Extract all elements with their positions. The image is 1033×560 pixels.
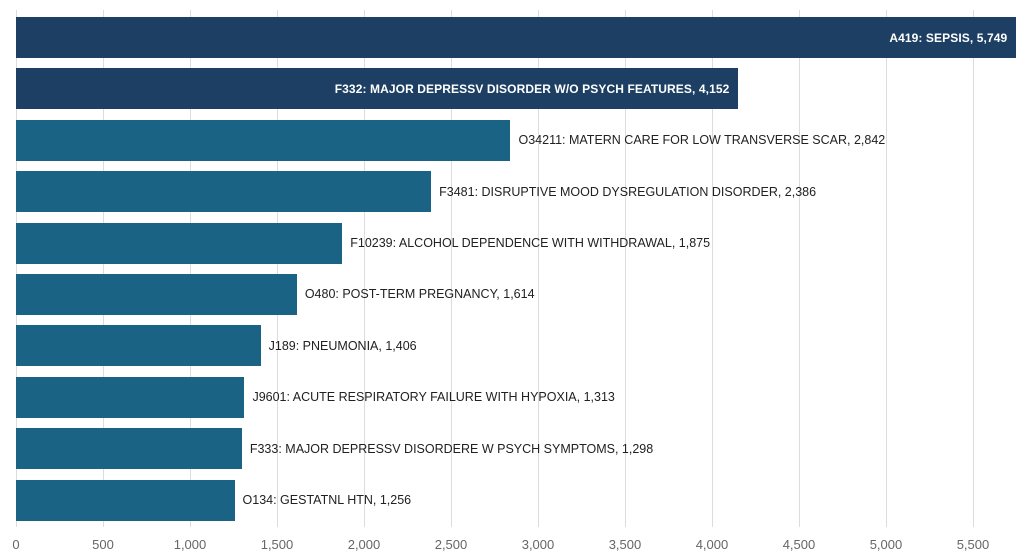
bar-J189[interactable] bbox=[16, 325, 261, 367]
bar-label: O34211: MATERN CARE FOR LOW TRANSVERSE S… bbox=[518, 133, 886, 148]
bar-F3481[interactable] bbox=[16, 171, 432, 213]
x-axis-tick-label: 2,000 bbox=[347, 537, 381, 552]
bar-row: J9601: ACUTE RESPIRATORY FAILURE WITH HY… bbox=[16, 376, 1033, 418]
bar-row: A419: SEPSIS, 5,749 bbox=[16, 17, 1033, 58]
bar-J9601[interactable] bbox=[16, 376, 245, 418]
x-axis-tick-label: 1,500 bbox=[260, 537, 294, 552]
gridlines bbox=[16, 10, 1033, 527]
bar-O134[interactable] bbox=[16, 479, 235, 521]
gridline bbox=[16, 10, 17, 527]
bar-label: A419: SEPSIS, 5,749 bbox=[889, 30, 1008, 45]
x-axis: 0 500 1,000 1,500 2,000 2,500 3,000 3,500 4,000 4… bbox=[12, 537, 1033, 555]
bar-label: F3481: DISRUPTIVE MOOD DYSREGULATION DIS… bbox=[439, 184, 817, 199]
bar-O34211[interactable] bbox=[16, 119, 511, 161]
x-axis-tick-label: 0 bbox=[12, 537, 20, 552]
gridline bbox=[798, 10, 800, 527]
x-axis-tick-label: 4,000 bbox=[695, 537, 729, 552]
bar-row: O480: POST-TERM PREGNANCY, 1,614 bbox=[16, 273, 1033, 315]
bar-row: O34211: MATERN CARE FOR LOW TRANSVERSE S… bbox=[16, 119, 1033, 161]
bar-F332[interactable]: F332: MAJOR DEPRESSV DISORDER W/O PSYCH … bbox=[16, 68, 739, 110]
x-axis-tick-label: 2,500 bbox=[434, 537, 468, 552]
bar-row: O134: GESTATNL HTN, 1,256 bbox=[16, 479, 1033, 521]
bar-F10239[interactable] bbox=[16, 222, 343, 264]
gridline bbox=[189, 10, 191, 527]
gridline bbox=[102, 10, 104, 527]
bar-F333[interactable] bbox=[16, 428, 242, 470]
bar-row: F332: MAJOR DEPRESSV DISORDER W/O PSYCH … bbox=[16, 68, 1033, 110]
bar-label: J189: PNEUMONIA, 1,406 bbox=[268, 338, 417, 353]
bar-label: O480: POST-TERM PREGNANCY, 1,614 bbox=[304, 287, 535, 302]
bar-row: F333: MAJOR DEPRESSV DISORDERE W PSYCH S… bbox=[16, 428, 1033, 470]
x-axis-tick-label: 1,000 bbox=[173, 537, 207, 552]
x-axis-tick-label: 5,000 bbox=[869, 537, 903, 552]
x-axis-tick-label: 3,500 bbox=[608, 537, 642, 552]
bar-row: J189: PNEUMONIA, 1,406 bbox=[16, 325, 1033, 367]
bar-label: F333: MAJOR DEPRESSV DISORDERE W PSYCH S… bbox=[249, 441, 654, 456]
bar-rows: A419: SEPSIS, 5,749 F332: MAJOR DEPRESSV … bbox=[16, 10, 1033, 527]
bar-label: O134: GESTATNL HTN, 1,256 bbox=[242, 493, 412, 508]
gridline bbox=[624, 10, 626, 527]
bar-row: F10239: ALCOHOL DEPENDENCE WITH WITHDRAW… bbox=[16, 222, 1033, 264]
gridline bbox=[450, 10, 452, 527]
gridline bbox=[363, 10, 365, 527]
x-axis-tick-label: 4,500 bbox=[782, 537, 816, 552]
bar-label: F332: MAJOR DEPRESSV DISORDER W/O PSYCH … bbox=[334, 81, 730, 96]
gridline bbox=[972, 10, 974, 527]
gridline bbox=[537, 10, 539, 527]
x-axis-tick-label: 500 bbox=[92, 537, 114, 552]
bar-A419[interactable]: A419: SEPSIS, 5,749 bbox=[16, 17, 1017, 58]
gridline bbox=[276, 10, 278, 527]
bar-label: J9601: ACUTE RESPIRATORY FAILURE WITH HY… bbox=[252, 390, 615, 405]
x-axis-tick-label: 3,000 bbox=[521, 537, 555, 552]
plot-area: A419: SEPSIS, 5,749 F332: MAJOR DEPRESSV … bbox=[16, 10, 1033, 527]
gridline bbox=[885, 10, 887, 527]
bar-row: F3481: DISRUPTIVE MOOD DYSREGULATION DIS… bbox=[16, 171, 1033, 213]
bar-O480[interactable] bbox=[16, 273, 297, 315]
gridline bbox=[711, 10, 713, 527]
x-axis-tick-label: 5,500 bbox=[956, 537, 990, 552]
bar-label: F10239: ALCOHOL DEPENDENCE WITH WITHDRAW… bbox=[350, 236, 711, 251]
